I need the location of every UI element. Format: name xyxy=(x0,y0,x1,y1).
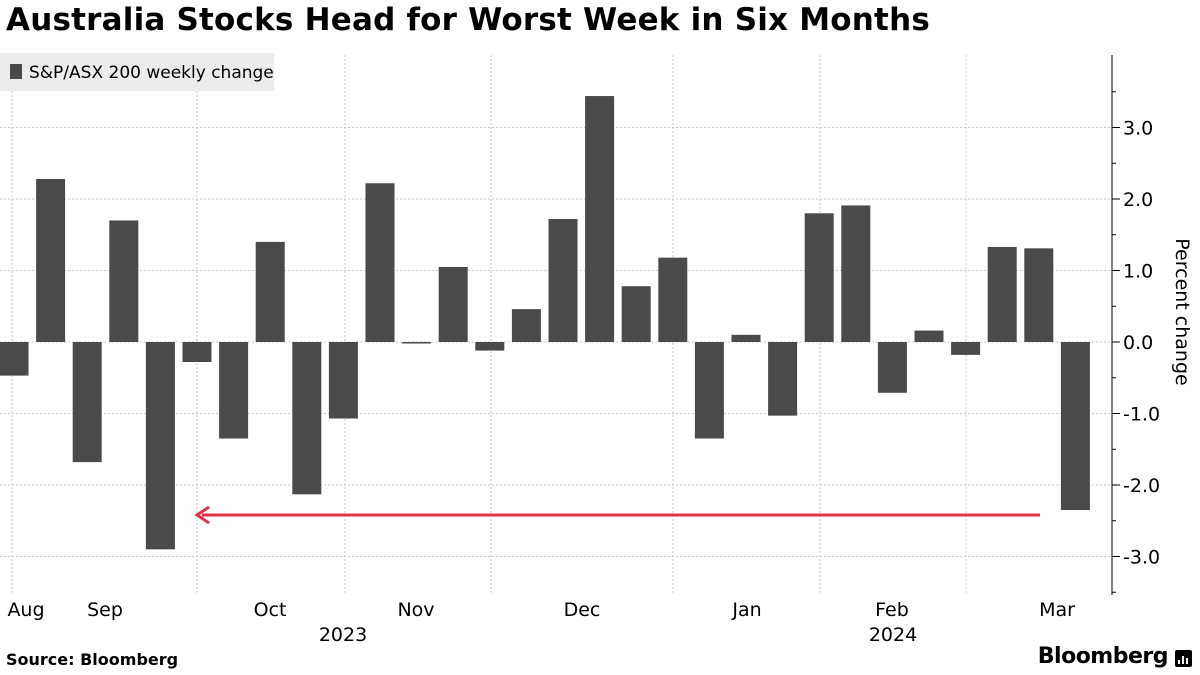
chart-title: Australia Stocks Head for Worst Week in … xyxy=(6,2,930,38)
bar xyxy=(402,342,432,344)
x-tick-label: Nov xyxy=(397,599,434,621)
y-tick-label: 2.0 xyxy=(1123,189,1153,211)
bar xyxy=(1024,248,1054,342)
bar xyxy=(585,96,615,342)
bar xyxy=(109,220,139,342)
bar xyxy=(36,178,66,342)
x-tick-label: Jan xyxy=(731,599,761,621)
x-axis: Aug Sep Oct Nov Dec Jan Feb Mar 2023 2024 xyxy=(7,599,1075,646)
bar xyxy=(658,257,688,342)
bar xyxy=(145,342,175,550)
bar xyxy=(987,246,1017,342)
bar xyxy=(804,213,834,342)
brand-logo: Bloomberg xyxy=(1037,644,1169,669)
bar xyxy=(475,342,505,351)
y-axis: 3.0 2.0 1.0 0.0 -1.0 -2.0 -3.0 xyxy=(1111,55,1160,595)
x-tick-label: Oct xyxy=(254,599,287,621)
bar xyxy=(951,342,981,355)
annotation-arrow xyxy=(194,505,1040,525)
x-tick-label: Dec xyxy=(564,599,601,621)
bar xyxy=(328,342,358,419)
y-axis-title: Percent change xyxy=(1171,238,1193,385)
bar xyxy=(877,342,907,393)
bar xyxy=(292,342,322,495)
source-note: Source: Bloomberg xyxy=(6,650,179,669)
bar xyxy=(731,334,761,342)
bar xyxy=(438,266,468,342)
bar xyxy=(768,342,798,416)
bar xyxy=(511,309,541,342)
x-tick-label: Feb xyxy=(875,599,909,621)
bar xyxy=(1060,342,1090,511)
x-tick-label: Mar xyxy=(1039,599,1075,621)
bar xyxy=(72,342,102,463)
bar xyxy=(255,241,285,342)
y-tick-label: 1.0 xyxy=(1123,261,1153,283)
bar xyxy=(694,342,724,439)
legend-box xyxy=(0,53,274,91)
bar xyxy=(0,342,29,376)
bar xyxy=(219,342,249,439)
bloomberg-mark-icon xyxy=(1175,650,1192,667)
legend-swatch xyxy=(10,64,22,79)
annotation-arrowhead xyxy=(194,505,210,525)
y-tick-label: -3.0 xyxy=(1123,547,1160,569)
y-tick-label: 0.0 xyxy=(1123,332,1153,354)
x-tick-label: Aug xyxy=(7,599,44,621)
bar xyxy=(548,219,578,342)
legend: S&P/ASX 200 weekly change xyxy=(0,53,274,91)
x-year-label: 2023 xyxy=(319,624,367,646)
bar xyxy=(365,183,395,342)
legend-label: S&P/ASX 200 weekly change xyxy=(29,63,274,83)
y-tick-label: -1.0 xyxy=(1123,404,1160,426)
bar xyxy=(621,286,651,342)
bar xyxy=(182,342,212,363)
y-tick-label: 3.0 xyxy=(1123,118,1153,140)
bar xyxy=(914,330,944,342)
bar xyxy=(841,205,871,342)
x-year-label: 2024 xyxy=(869,624,917,646)
x-tick-label: Sep xyxy=(87,599,123,621)
bar-series xyxy=(0,96,1090,550)
y-tick-label: -2.0 xyxy=(1123,475,1160,497)
